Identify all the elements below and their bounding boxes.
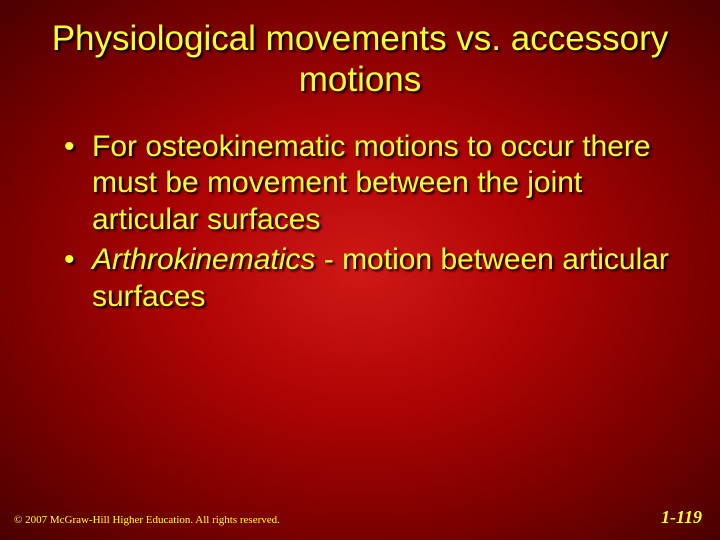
slide: Physiological movements vs. accessory mo… — [0, 0, 720, 540]
copyright-text: © 2007 McGraw-Hill Higher Education. All… — [14, 514, 280, 526]
slide-title: Physiological movements vs. accessory mo… — [40, 18, 680, 101]
page-number: 1-119 — [661, 507, 702, 528]
bullet-list: For osteokinematic motions to occur ther… — [40, 129, 680, 316]
list-item: Arthrokinematics - motion between articu… — [64, 242, 680, 315]
list-item: For osteokinematic motions to occur ther… — [64, 129, 680, 239]
bullet-term: Arthrokinematics — [92, 243, 315, 276]
bullet-text: For osteokinematic motions to occur ther… — [92, 130, 651, 236]
